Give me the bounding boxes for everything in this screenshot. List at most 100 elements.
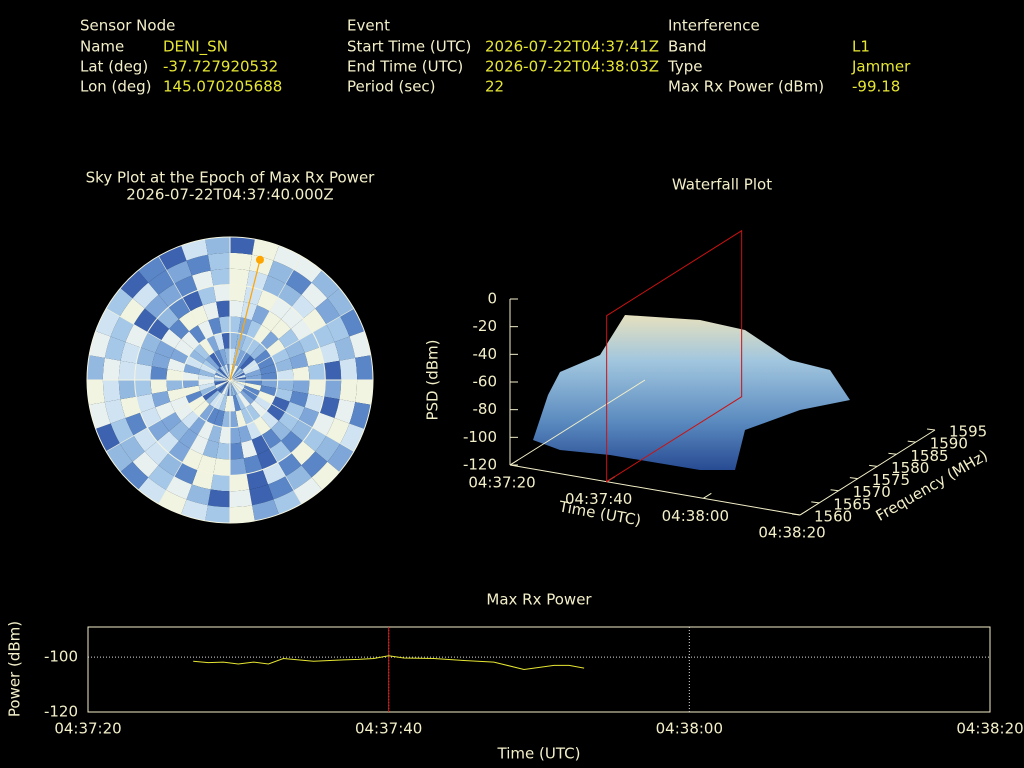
sky-cell [132, 282, 159, 309]
x-tick-label: 04:37:40 [355, 720, 422, 738]
x-tick-label: 04:37:20 [54, 720, 121, 738]
sky-cell [138, 477, 167, 504]
sky-cell [230, 380, 246, 386]
z-tick-label: -100 [463, 428, 497, 446]
sky-cell [104, 336, 126, 361]
sky-cell [230, 395, 236, 412]
sky-cell [293, 256, 322, 283]
sky-cell [315, 435, 341, 462]
sky-cell [250, 343, 267, 360]
sky-cell [120, 270, 149, 299]
sky-cell [311, 461, 340, 490]
sky-cell [285, 401, 305, 420]
sky-cell [276, 380, 294, 391]
sky-cell [217, 380, 230, 393]
sky-cell [219, 394, 228, 412]
section-heading: Interference [668, 17, 760, 35]
sky-cell [227, 364, 230, 380]
field-label: Max Rx Power (dBm) [668, 78, 824, 96]
sky-cell [106, 288, 133, 317]
sky-cell [150, 366, 168, 380]
sky-cell [304, 393, 324, 413]
sky-cell [216, 369, 230, 380]
sky-cell [323, 360, 342, 380]
sky-cell [110, 316, 134, 342]
y-tick [830, 489, 839, 492]
y-tick-label: 1590 [930, 435, 968, 453]
sky-cell [151, 352, 171, 369]
sky-cell [161, 328, 182, 349]
sky-cell [214, 380, 230, 383]
x-tick [509, 459, 519, 466]
sky-cell [166, 476, 192, 500]
sky-cell [214, 374, 230, 380]
sky-cell [120, 461, 149, 490]
sky-cell [251, 305, 270, 325]
sky-cell [303, 427, 327, 452]
sky-cell [243, 454, 263, 474]
y-tick [811, 501, 820, 504]
sky-cell [237, 352, 251, 368]
sky-cell [136, 347, 156, 367]
sky-cell [240, 407, 254, 425]
sky-cell [230, 426, 241, 444]
sky-cell [242, 387, 258, 401]
sky-cell [261, 380, 278, 389]
sky-cell [230, 505, 255, 523]
sky-cell [155, 401, 175, 420]
sky-cell [119, 298, 145, 325]
sky-cell [262, 462, 286, 485]
sky-cell [189, 416, 207, 435]
y-tick-label: 1570 [853, 483, 891, 501]
sky-cell [289, 352, 309, 369]
sky-cell [224, 364, 230, 380]
y-tick-label: -100 [44, 648, 78, 666]
sky-cell [134, 380, 152, 397]
sky-cell [285, 269, 312, 295]
surface [533, 315, 850, 470]
x-tick-label: 04:38:00 [662, 507, 729, 525]
field-value: 22 [485, 78, 504, 96]
sky-cell [242, 359, 258, 373]
sky-cell [193, 343, 210, 360]
sky-cell [253, 416, 271, 435]
sky-cell [178, 311, 199, 332]
sky-cell [202, 439, 219, 459]
x-tick-label: 04:38:20 [956, 720, 1023, 738]
back-axis [509, 379, 646, 466]
sky-cell [166, 369, 184, 380]
sky-cell [230, 284, 247, 302]
sky-cell [301, 451, 328, 478]
field-value: L1 [852, 38, 870, 56]
sky-cell [150, 380, 168, 394]
sky-cell [244, 369, 262, 378]
sky-cell [125, 412, 148, 436]
sky-cell [155, 340, 175, 359]
sky-cell [235, 409, 247, 427]
sky-cell [311, 270, 340, 299]
sky-cell [259, 385, 277, 397]
y-tick [869, 464, 878, 467]
sky-cell [334, 336, 356, 361]
sky-cell [230, 237, 255, 255]
sky-cell [193, 400, 210, 417]
sky-cell [216, 300, 230, 318]
sky-cell [210, 473, 230, 492]
field-label: Type [667, 58, 702, 76]
sky-cell [230, 316, 241, 334]
sky-cell [202, 387, 218, 401]
sky-cell [240, 335, 254, 353]
sky-cell [181, 410, 200, 429]
y-tick [791, 513, 801, 516]
sky-cell [235, 393, 246, 410]
sky-cell [245, 374, 262, 380]
sky-cell [349, 331, 371, 358]
field-value: DENI_SN [163, 38, 228, 57]
y-tick [849, 477, 858, 480]
sky-cell [200, 385, 217, 396]
field-value: Jammer [851, 58, 911, 76]
sky-cell [250, 400, 267, 417]
sky-cell [119, 435, 145, 462]
sky-cell [181, 239, 208, 261]
